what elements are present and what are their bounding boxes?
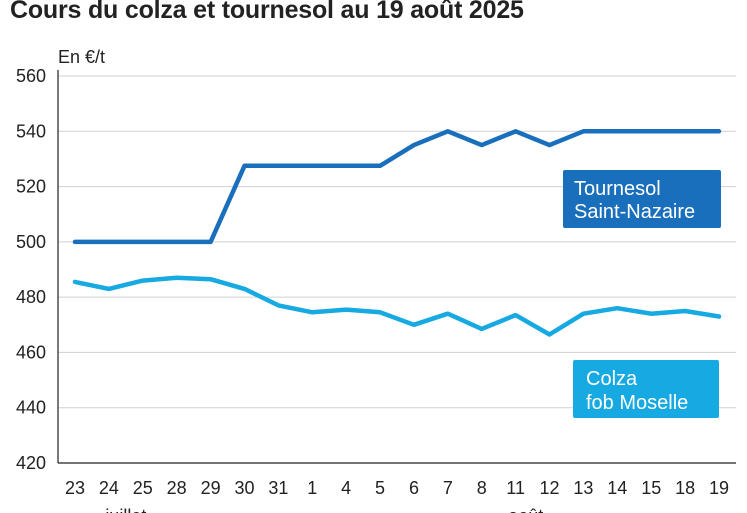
y-tick-label: 500	[16, 232, 46, 252]
x-tick-label: 28	[167, 478, 187, 498]
y-tick-label: 480	[16, 287, 46, 307]
series-lines	[72, 129, 722, 337]
series-line	[72, 275, 722, 337]
x-tick-label: 14	[607, 478, 627, 498]
y-tick-label: 560	[16, 66, 46, 86]
month-label: juillet	[104, 506, 146, 513]
x-tick-label: 4	[341, 478, 351, 498]
x-tick-label: 15	[641, 478, 661, 498]
x-tick-label: 30	[234, 478, 254, 498]
x-tick-label: 13	[573, 478, 593, 498]
series-label-box	[563, 170, 721, 228]
x-tick-label: 24	[99, 478, 119, 498]
x-tick-label: 8	[477, 478, 487, 498]
x-tick-label: 19	[709, 478, 729, 498]
x-axis-ticks: 2324252829303114567811121314151819juille…	[65, 478, 729, 513]
x-tick-label: 11	[506, 478, 525, 498]
y-tick-label: 540	[16, 121, 46, 141]
unit-label: En €/t	[58, 47, 105, 67]
x-tick-label: 25	[133, 478, 153, 498]
series-label-text: Colza	[586, 368, 638, 390]
x-tick-label: 31	[268, 478, 288, 498]
month-label: août	[508, 506, 543, 513]
x-tick-label: 6	[409, 478, 419, 498]
series-label-text: Tournesol	[574, 178, 661, 200]
y-tick-label: 440	[16, 398, 46, 418]
y-tick-label: 460	[16, 342, 46, 362]
x-tick-label: 29	[201, 478, 221, 498]
x-tick-label: 23	[65, 478, 85, 498]
y-tick-label: 420	[16, 453, 46, 473]
x-tick-label: 5	[375, 478, 385, 498]
y-tick-label: 520	[16, 177, 46, 197]
series-label-text: Saint-Nazaire	[574, 201, 695, 223]
chart-title: Cours du colza et tournesol au 19 août 2…	[10, 0, 524, 24]
x-tick-label: 7	[443, 478, 453, 498]
series-line	[72, 129, 722, 245]
x-tick-label: 18	[675, 478, 695, 498]
series-label-text: fob Moselle	[586, 392, 688, 414]
series-label-box	[573, 360, 719, 418]
y-axis-ticks: 420 440 460 480 500 520 540 560	[16, 66, 46, 473]
x-tick-label: 1	[307, 478, 317, 498]
x-tick-label: 12	[540, 478, 560, 498]
